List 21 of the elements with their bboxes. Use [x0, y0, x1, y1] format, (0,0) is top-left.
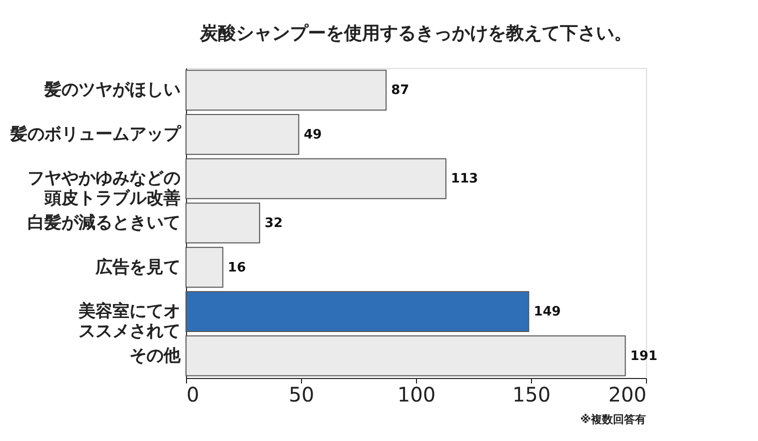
- y-tick-label: フヤやかゆみなどの頭皮トラブル改善: [28, 168, 180, 209]
- y-tick-label: 広告を見て: [94, 257, 180, 278]
- data-label: 16: [228, 260, 246, 276]
- chart-title: 炭酸シャンプーを使用するきっかけを教えて下さい。: [199, 23, 632, 44]
- y-tick-label: 髪のボリュームアップ: [10, 124, 182, 144]
- data-label: 32: [264, 216, 283, 231]
- y-tick-label: 白髪が減るときいて: [28, 213, 180, 233]
- data-label: 87: [391, 83, 410, 98]
- x-tick-label: 150: [512, 382, 551, 406]
- data-label: 149: [534, 304, 561, 320]
- data-label: 191: [630, 348, 658, 364]
- y-tick-label: その他: [130, 346, 182, 366]
- data-label: 49: [304, 127, 322, 142]
- x-tick-label: 200: [608, 382, 646, 406]
- data-label: 113: [450, 172, 478, 187]
- y-tick-label: 髪のツヤがほしい: [44, 80, 180, 100]
- x-tick-label: 50: [288, 382, 314, 406]
- text: ※複数回答有: [580, 413, 646, 426]
- x-tick-label: 0: [186, 382, 200, 406]
- x-tick-label: 100: [397, 382, 436, 406]
- y-tick-label: 美容室にてオススメされて: [78, 302, 180, 342]
